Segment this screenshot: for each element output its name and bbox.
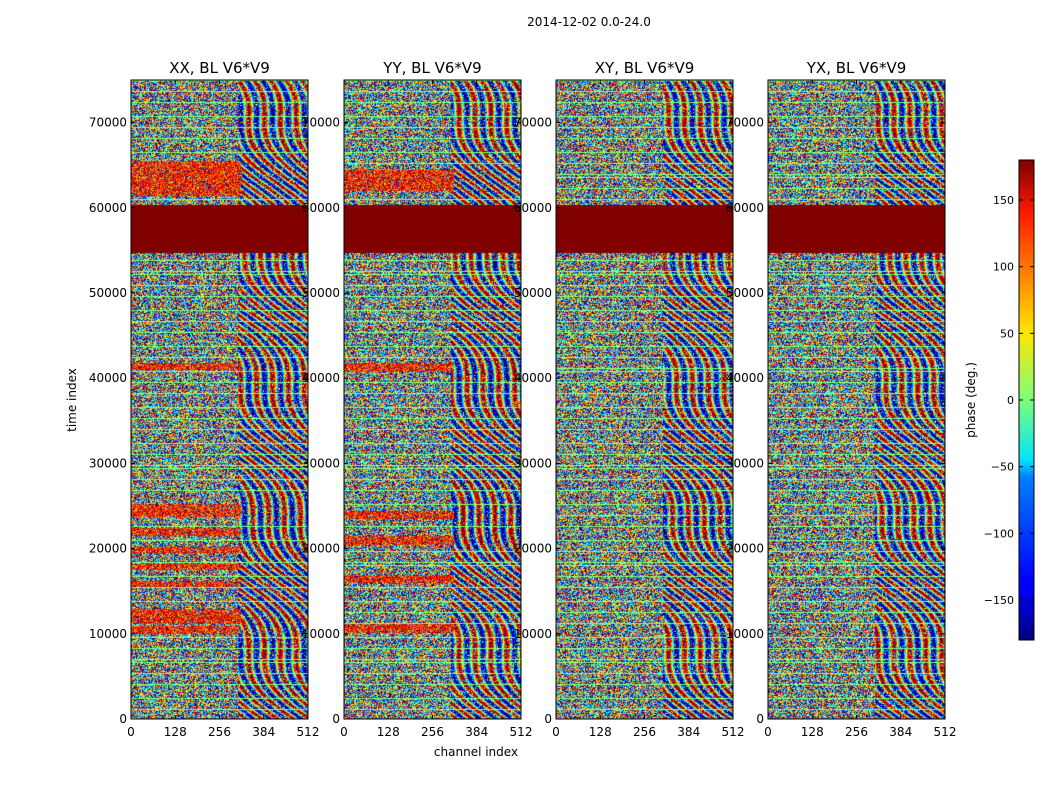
x-tick-label: 384 (465, 725, 488, 739)
x-tick-label: 384 (252, 725, 275, 739)
y-tick-label: 40000 (726, 371, 764, 385)
heatmap-image (344, 80, 521, 719)
colorbar-tick-label: 100 (993, 261, 1014, 274)
y-tick-label: 30000 (302, 456, 340, 470)
heatmap-image (768, 80, 945, 719)
colorbar: −150 −100 −50 0 50 100 150 phase (deg.) (964, 159, 1035, 641)
y-tick-label: 60000 (726, 201, 764, 215)
x-tick-label: 512 (297, 725, 320, 739)
shared-x-axis-label: channel index (434, 745, 518, 759)
y-tick-label: 70000 (89, 116, 127, 130)
y-tick-label: 10000 (514, 627, 552, 641)
y-tick-label: 0 (544, 712, 552, 726)
figure-suptitle: 2014-12-02 0.0-24.0 (527, 15, 651, 29)
x-tick-label: 256 (208, 725, 231, 739)
panels: XX, BL V6*V9 0 128 256 384 512 0 10000 20000 3000… (89, 59, 957, 739)
heatmap-canvas (556, 80, 733, 719)
y-tick-label: 50000 (726, 286, 764, 300)
x-tick-label: 256 (633, 725, 656, 739)
colorbar-ticks: −150 −100 −50 0 50 100 150 (984, 194, 1034, 607)
y-tick-label: 50000 (514, 286, 552, 300)
panel-0: XX, BL V6*V9 0 128 256 384 512 0 10000 20000 3000… (89, 59, 320, 739)
panel-title: XY, BL V6*V9 (595, 59, 695, 77)
colorbar-tick-label: −150 (984, 594, 1014, 607)
panel-title: YX, BL V6*V9 (806, 59, 907, 77)
x-axis-label: channel index (434, 745, 518, 759)
y-tick-label: 0 (332, 712, 340, 726)
y-tick-label: 40000 (302, 371, 340, 385)
x-tick-label: 128 (164, 725, 187, 739)
y-tick-label: 60000 (514, 201, 552, 215)
panel-title: XX, BL V6*V9 (169, 59, 270, 77)
x-tick-label: 512 (510, 725, 533, 739)
x-tick-label: 512 (722, 725, 745, 739)
x-tick-label: 0 (127, 725, 135, 739)
shared-y-axis-label: time index (65, 368, 79, 432)
x-tick-label: 128 (377, 725, 400, 739)
y-tick-label: 20000 (302, 542, 340, 556)
x-tick-label: 256 (421, 725, 444, 739)
x-tick-label: 0 (552, 725, 560, 739)
y-tick-label: 40000 (89, 371, 127, 385)
y-axis-label: time index (65, 368, 79, 432)
heatmap-canvas (768, 80, 945, 719)
y-tick-label: 70000 (726, 116, 764, 130)
y-tick-label: 50000 (302, 286, 340, 300)
y-tick-label: 0 (119, 712, 127, 726)
y-tick-label: 20000 (514, 542, 552, 556)
panel-3: YX, BL V6*V9 0 128 256 384 512 0 10000 20000 3000… (726, 59, 957, 739)
panel-2: XY, BL V6*V9 0 128 256 384 512 0 10000 20000 3000… (514, 59, 745, 739)
colorbar-tick-label: −100 (984, 527, 1014, 540)
y-tick-label: 30000 (89, 456, 127, 470)
x-tick-label: 128 (589, 725, 612, 739)
colorbar-tick-label: −50 (991, 461, 1014, 474)
y-tick-label: 20000 (726, 542, 764, 556)
y-tick-label: 60000 (302, 201, 340, 215)
y-tick-label: 40000 (514, 371, 552, 385)
panel-1: YY, BL V6*V9 0 128 256 384 512 0 10000 20000 3000… (302, 59, 533, 739)
x-tick-label: 512 (934, 725, 957, 739)
y-tick-label: 10000 (302, 627, 340, 641)
x-tick-label: 0 (340, 725, 348, 739)
x-tick-label: 384 (889, 725, 912, 739)
heatmap-image (556, 80, 733, 719)
colorbar-tick-label: 50 (1000, 327, 1014, 340)
heatmap-canvas (131, 80, 308, 719)
heatmap-image (131, 80, 308, 719)
colorbar-tick-label: 0 (1007, 394, 1014, 407)
y-tick-label: 20000 (89, 542, 127, 556)
y-tick-label: 10000 (726, 627, 764, 641)
y-tick-label: 30000 (514, 456, 552, 470)
panel-title: YY, BL V6*V9 (382, 59, 481, 77)
x-tick-label: 0 (764, 725, 772, 739)
y-tick-label: 30000 (726, 456, 764, 470)
y-tick-label: 60000 (89, 201, 127, 215)
x-tick-label: 256 (845, 725, 868, 739)
y-tick-label: 70000 (302, 116, 340, 130)
colorbar-label: phase (deg.) (964, 362, 978, 438)
heatmap-canvas (344, 80, 521, 719)
x-tick-label: 384 (677, 725, 700, 739)
colorbar-tick-label: 150 (993, 194, 1014, 207)
y-tick-label: 70000 (514, 116, 552, 130)
y-tick-label: 0 (756, 712, 764, 726)
x-tick-label: 128 (801, 725, 824, 739)
y-tick-label: 50000 (89, 286, 127, 300)
y-tick-label: 10000 (89, 627, 127, 641)
